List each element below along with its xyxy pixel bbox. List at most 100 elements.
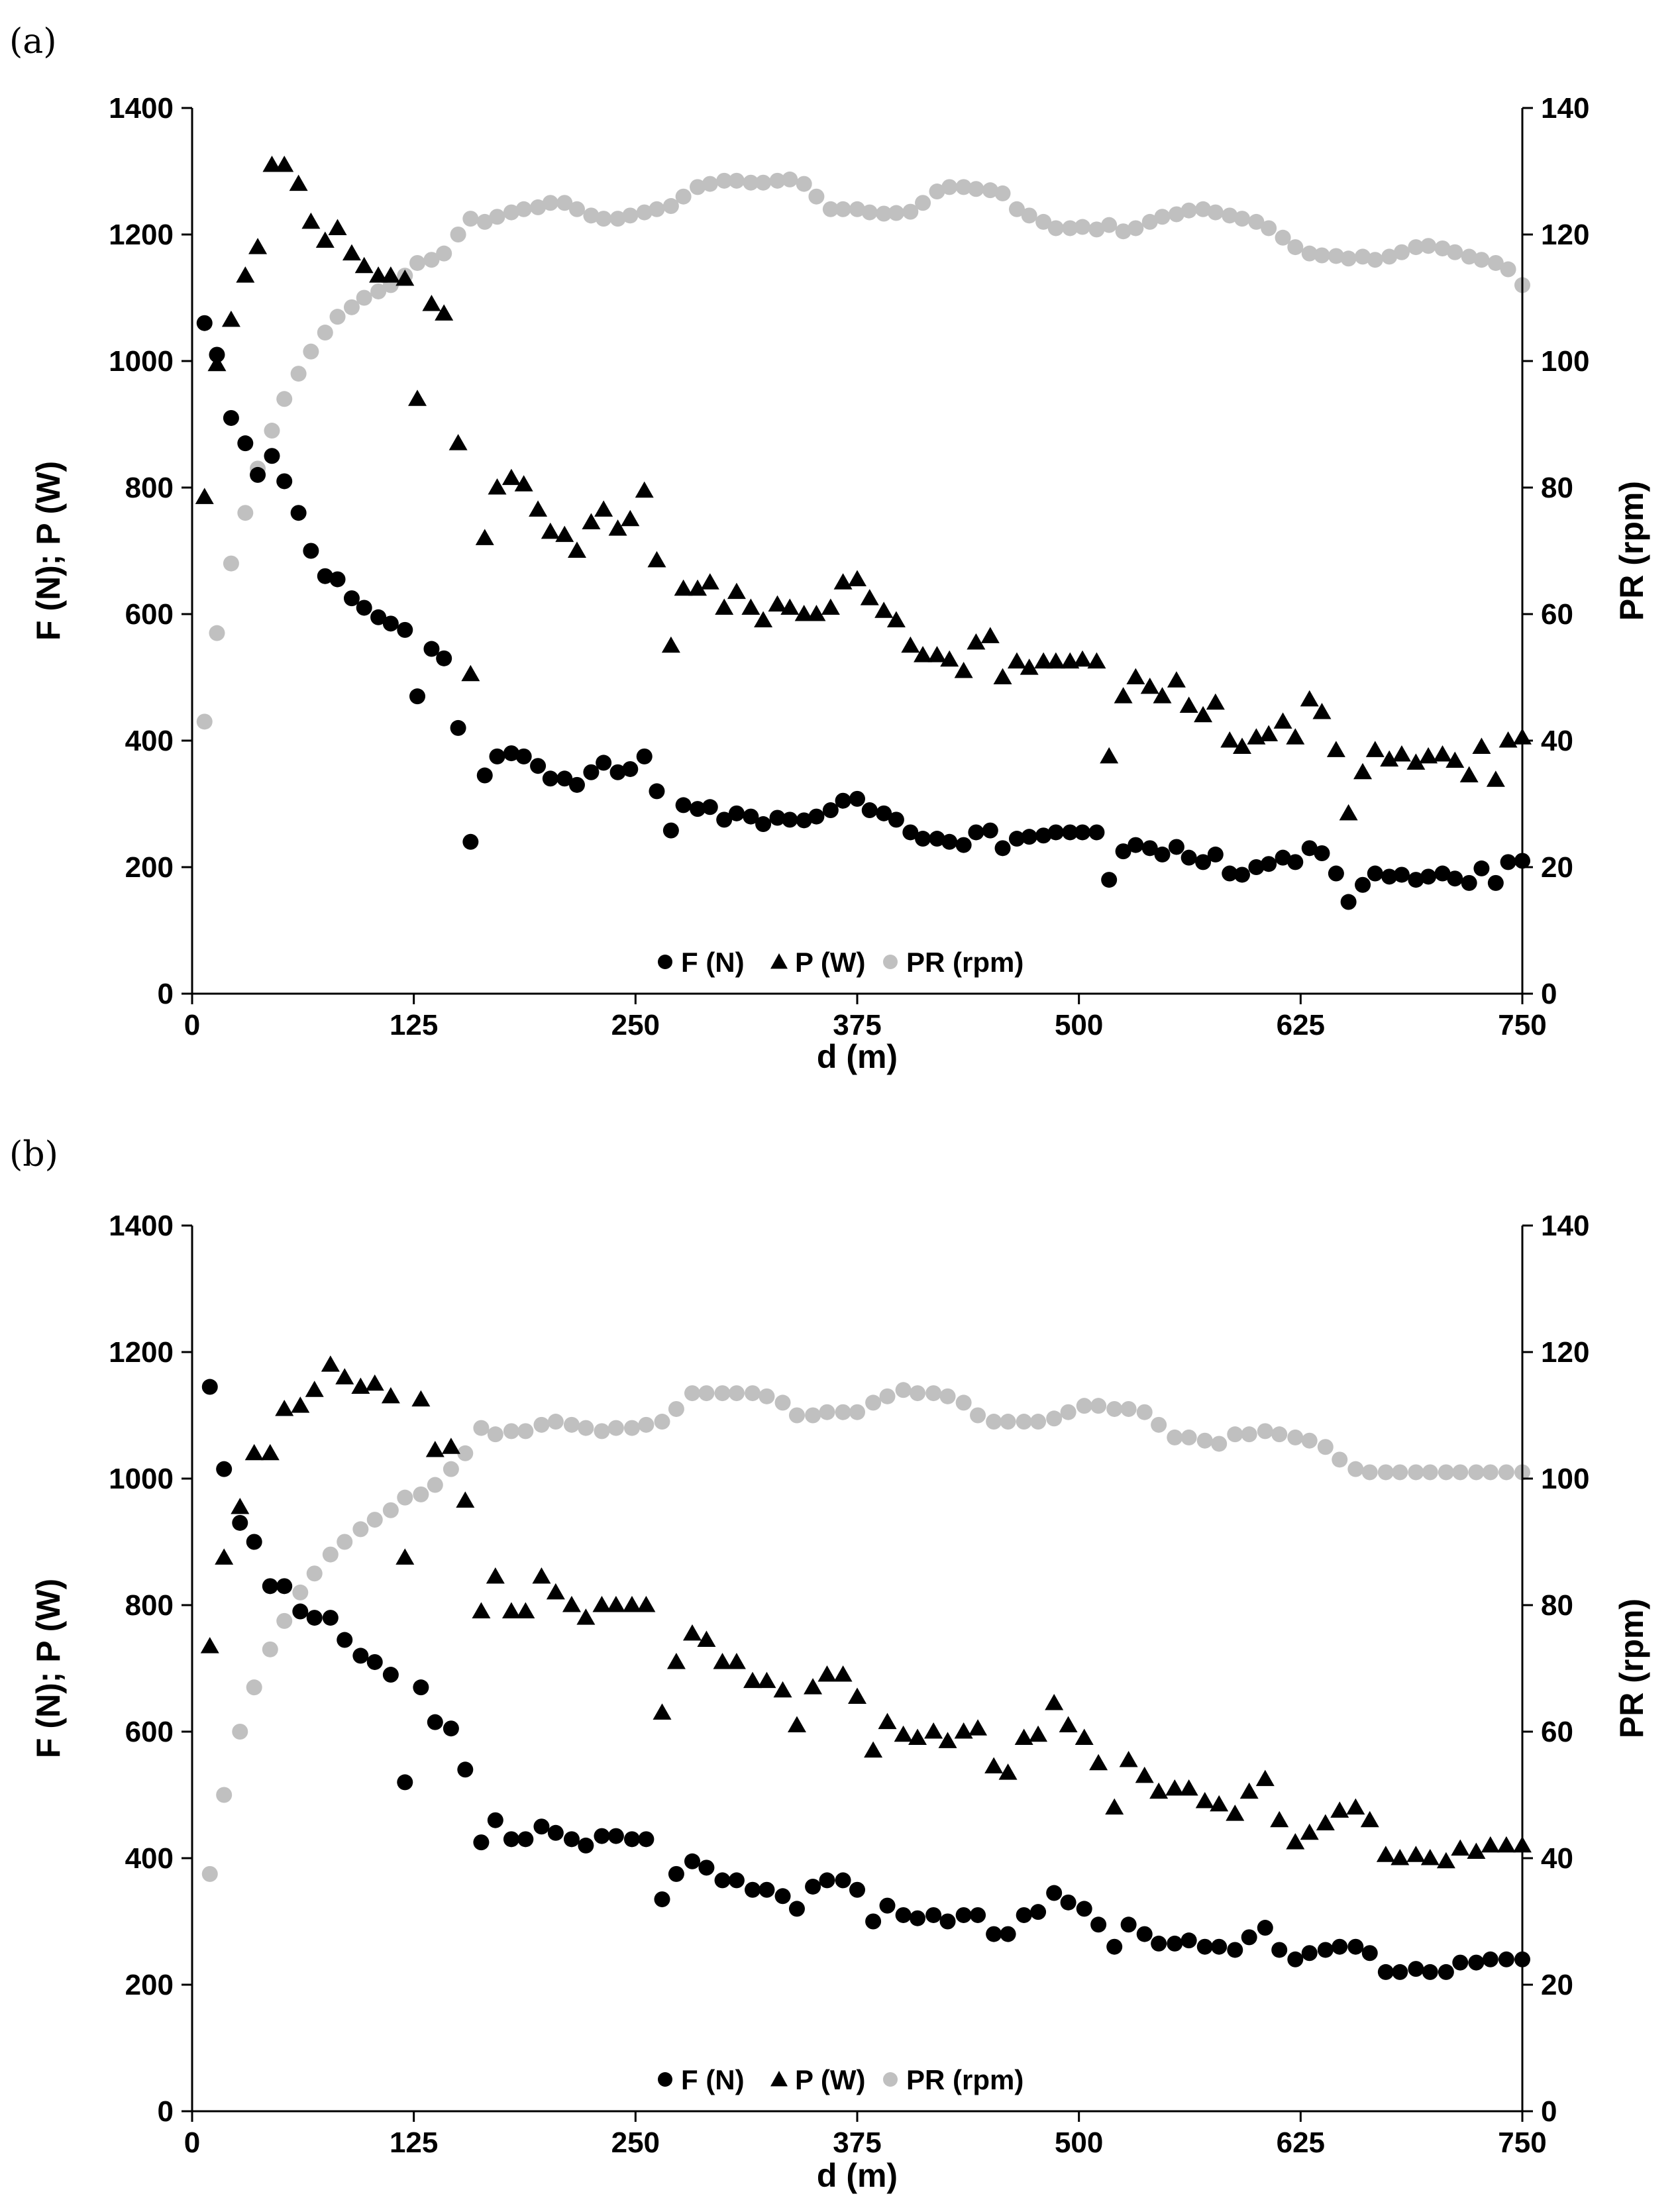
f-point bbox=[1422, 1964, 1438, 1980]
pr-point bbox=[556, 195, 573, 211]
f-point bbox=[201, 1379, 218, 1395]
f-point bbox=[1168, 839, 1184, 855]
p-point bbox=[1481, 1836, 1500, 1853]
data-marks bbox=[195, 155, 1532, 910]
f-point bbox=[888, 812, 904, 828]
p-point bbox=[1339, 804, 1358, 821]
pr-point bbox=[1115, 223, 1131, 240]
p-point bbox=[780, 598, 800, 615]
f-point bbox=[1115, 843, 1131, 860]
p-point bbox=[291, 1396, 310, 1413]
pr-point bbox=[662, 198, 679, 215]
legend: F (N) P (W) PR (rpm) bbox=[658, 2064, 1024, 2095]
f-point bbox=[1088, 824, 1105, 841]
f-point bbox=[774, 1888, 791, 1905]
y-tick-label: 1000 bbox=[109, 1463, 174, 1495]
p-point bbox=[1167, 671, 1186, 688]
pr-point bbox=[1461, 248, 1477, 265]
f-point bbox=[427, 1714, 443, 1730]
f-point bbox=[1500, 854, 1516, 870]
f-point bbox=[413, 1679, 429, 1696]
pr-point bbox=[232, 1724, 248, 1740]
pr-point bbox=[649, 201, 665, 217]
x-tick-label: 250 bbox=[611, 1009, 660, 1041]
pr-point bbox=[955, 1394, 972, 1411]
pr-point bbox=[1347, 1461, 1364, 1477]
y-tick-label: 200 bbox=[125, 851, 174, 884]
pr-point bbox=[594, 1423, 610, 1440]
f-point bbox=[698, 1860, 715, 1876]
pr-point bbox=[1498, 1464, 1514, 1481]
p-point bbox=[969, 1719, 988, 1736]
f-point bbox=[796, 812, 812, 829]
p-point bbox=[1259, 725, 1279, 741]
p-point bbox=[1119, 1750, 1138, 1767]
pr-point bbox=[1101, 217, 1118, 233]
y-tick-label: 800 bbox=[125, 1589, 174, 1622]
f-point bbox=[533, 1818, 550, 1835]
f-point bbox=[1392, 1964, 1408, 1980]
y2-axis-title: PR (rpm) bbox=[1613, 481, 1650, 621]
f-point bbox=[443, 1720, 459, 1737]
f-point bbox=[1257, 1920, 1273, 1936]
f-point bbox=[910, 1910, 926, 1926]
f-point bbox=[876, 805, 892, 821]
f-point bbox=[1271, 1942, 1288, 1958]
p-point bbox=[1075, 1728, 1094, 1746]
pr-point bbox=[596, 211, 612, 227]
p-point bbox=[1312, 703, 1332, 719]
pr-point bbox=[728, 172, 745, 189]
x-tick-label: 500 bbox=[1055, 1009, 1103, 1041]
pr-point bbox=[457, 1445, 474, 1461]
pr-point bbox=[1008, 201, 1025, 217]
pr-point bbox=[1227, 1426, 1243, 1443]
p-point bbox=[1270, 1810, 1289, 1828]
p-point bbox=[768, 595, 787, 612]
p-point bbox=[993, 668, 1012, 684]
x-axis-title: d (m) bbox=[817, 2157, 898, 2194]
f-point bbox=[714, 1872, 731, 1889]
p-point bbox=[275, 1399, 294, 1416]
f-point bbox=[232, 1514, 248, 1531]
f-point bbox=[955, 1907, 972, 1923]
pr-point bbox=[902, 203, 919, 220]
f-point bbox=[246, 1534, 262, 1550]
x-tick-label: 500 bbox=[1055, 2126, 1103, 2159]
pr-point bbox=[849, 1404, 865, 1420]
f-point bbox=[1361, 1945, 1378, 1962]
p-point bbox=[541, 522, 560, 539]
pr-point bbox=[1136, 1404, 1153, 1420]
data-marks bbox=[200, 1355, 1532, 1980]
pr-point bbox=[1106, 1400, 1123, 1417]
y-tick-label: 1000 bbox=[109, 345, 174, 378]
pr-point bbox=[1016, 1414, 1032, 1430]
f-point bbox=[1347, 1938, 1364, 1955]
f-point bbox=[1275, 849, 1291, 866]
f-point bbox=[276, 1578, 293, 1595]
pr-point bbox=[1181, 202, 1197, 219]
p-point bbox=[335, 1368, 354, 1385]
f-point bbox=[382, 615, 399, 632]
pr-point bbox=[861, 204, 878, 221]
pr-point bbox=[607, 1420, 624, 1436]
p-point bbox=[1045, 1694, 1064, 1710]
legend-p-label: P (W) bbox=[795, 947, 866, 978]
f-point bbox=[1154, 846, 1171, 863]
pr-point bbox=[1075, 219, 1091, 235]
pr-point bbox=[1151, 1416, 1167, 1433]
pr-point bbox=[370, 283, 387, 299]
p-point bbox=[516, 1602, 535, 1619]
pr-point bbox=[487, 1426, 503, 1443]
pr-point bbox=[1422, 1464, 1438, 1481]
pr-point bbox=[1207, 204, 1224, 221]
f-point bbox=[819, 1872, 835, 1889]
f-point bbox=[237, 435, 254, 452]
f-point bbox=[196, 315, 213, 331]
p-point bbox=[555, 525, 574, 543]
f-point bbox=[487, 1812, 503, 1828]
pr-point bbox=[755, 174, 772, 191]
f-point bbox=[1008, 831, 1025, 847]
f-point bbox=[1167, 1935, 1183, 1952]
pr-point bbox=[1021, 207, 1037, 224]
p-point bbox=[236, 266, 255, 283]
